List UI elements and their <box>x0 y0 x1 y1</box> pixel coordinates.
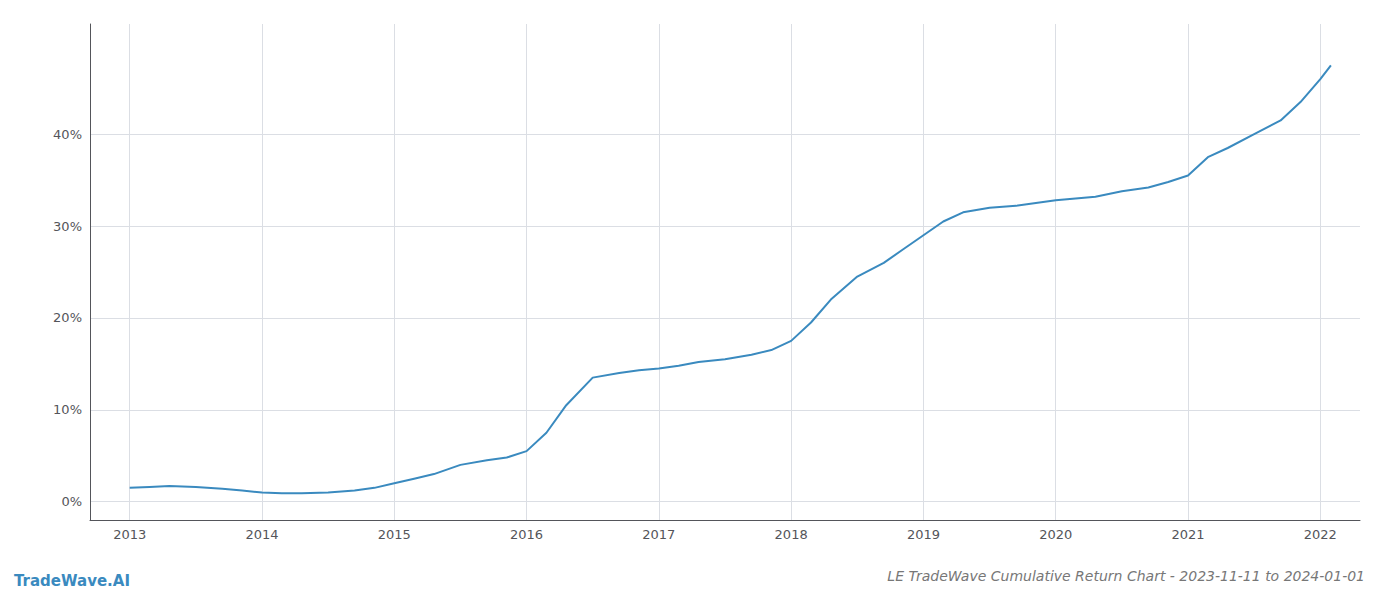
svg-text:LE TradeWave Cumulative Return: LE TradeWave Cumulative Return Chart - 2… <box>887 568 1365 584</box>
svg-text:0%: 0% <box>61 494 82 509</box>
svg-text:30%: 30% <box>53 219 82 234</box>
svg-text:10%: 10% <box>53 402 82 417</box>
svg-text:20%: 20% <box>53 310 82 325</box>
svg-text:2020: 2020 <box>1039 527 1072 542</box>
svg-text:2017: 2017 <box>642 527 675 542</box>
svg-text:2016: 2016 <box>510 527 543 542</box>
svg-text:TradeWave.AI: TradeWave.AI <box>14 572 130 590</box>
svg-text:40%: 40% <box>53 127 82 142</box>
svg-text:2021: 2021 <box>1171 527 1204 542</box>
svg-text:2014: 2014 <box>245 527 278 542</box>
svg-text:2022: 2022 <box>1304 527 1337 542</box>
svg-text:2018: 2018 <box>775 527 808 542</box>
svg-text:2013: 2013 <box>113 527 146 542</box>
svg-text:2015: 2015 <box>378 527 411 542</box>
svg-text:2019: 2019 <box>907 527 940 542</box>
